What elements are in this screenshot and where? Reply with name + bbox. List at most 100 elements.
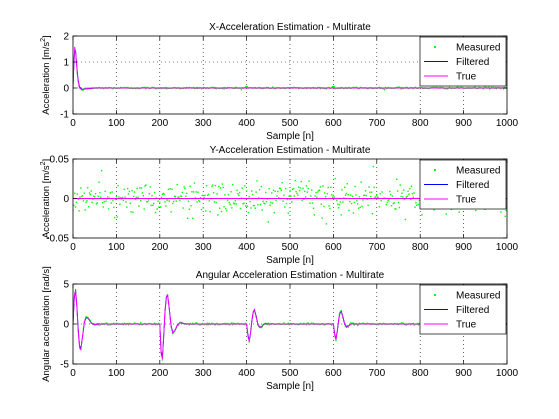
measured-point [306, 191, 309, 193]
measured-point [307, 322, 309, 324]
measured-point [74, 46, 76, 49]
measured-point [358, 196, 361, 198]
chart-title: Y-Acceleration Estimation - Multirate [210, 145, 371, 156]
measured-point [401, 321, 403, 324]
measured-point [356, 199, 358, 202]
x-tick-label: 200 [151, 368, 168, 379]
measured-point [104, 322, 106, 325]
measured-point [292, 187, 295, 190]
measured-point [324, 195, 327, 198]
measured-point [382, 87, 384, 90]
measured-point [332, 86, 335, 88]
measured-point [255, 191, 257, 193]
measured-point [191, 191, 193, 193]
measured-point [106, 322, 108, 324]
measured-point [157, 200, 159, 202]
measured-point [253, 204, 256, 207]
measured-point [303, 322, 305, 325]
measured-point [258, 197, 260, 199]
measured-point [350, 322, 352, 324]
measured-point [405, 196, 408, 198]
measured-point [291, 323, 293, 326]
measured-point [174, 196, 177, 198]
measured-point [192, 322, 194, 324]
measured-point [421, 214, 423, 216]
measured-point [199, 323, 202, 326]
measured-point [141, 324, 144, 326]
measured-point [291, 201, 293, 203]
measured-point [305, 324, 308, 326]
measured-point [259, 203, 262, 206]
measured-point [115, 322, 118, 325]
measured-point [145, 184, 147, 186]
measured-point [334, 87, 336, 90]
measured-point [283, 322, 285, 324]
measured-point [401, 192, 403, 194]
measured-point [228, 324, 230, 326]
legend: Measured Filtered True [419, 159, 507, 210]
x-tick-label: 500 [282, 118, 299, 129]
x-axis-label: Sample [n] [266, 255, 314, 266]
measured-point [232, 183, 234, 186]
measured-point [442, 86, 444, 89]
measured-point [260, 326, 263, 329]
measured-point [252, 204, 255, 207]
measured-point [296, 192, 298, 195]
measured-point [409, 198, 412, 200]
measured-point [164, 201, 166, 203]
measured-point [127, 324, 130, 326]
measured-point [483, 86, 486, 89]
measured-point [428, 87, 430, 90]
measured-point [165, 86, 167, 89]
measured-point [124, 322, 126, 325]
measured-point [74, 192, 76, 195]
measured-point [339, 201, 342, 203]
measured-point [358, 87, 361, 90]
true-line [73, 47, 507, 91]
measured-point [172, 200, 175, 203]
measured-point [297, 323, 299, 326]
measured-point [233, 203, 236, 205]
measured-point [414, 206, 416, 208]
measured-point [141, 192, 144, 194]
measured-point [113, 216, 116, 219]
measured-point [78, 210, 80, 212]
measured-point [317, 191, 319, 193]
measured-point [488, 86, 490, 89]
measured-point [128, 190, 131, 193]
measured-point [303, 198, 305, 201]
measured-point [105, 200, 107, 202]
measured-point [386, 201, 388, 204]
measured-point [104, 190, 106, 193]
measured-point [186, 86, 188, 89]
measured-point [385, 203, 388, 206]
measured-point [299, 187, 302, 189]
measured-point [217, 214, 219, 216]
measured-point [379, 87, 381, 90]
measured-point [100, 169, 103, 172]
measured-point [288, 195, 290, 198]
y-tick-label: 0 [63, 194, 69, 205]
measured-point [285, 202, 288, 205]
measured-point [98, 86, 100, 89]
measured-point [366, 198, 368, 200]
measured-point [188, 86, 191, 89]
measured-point [155, 87, 158, 90]
y-axis-label-close: ] [41, 35, 52, 38]
measured-point [89, 193, 92, 196]
measured-point [111, 191, 113, 193]
measured-point [355, 194, 357, 196]
measured-point [404, 218, 407, 221]
measured-point [362, 199, 364, 201]
x-tick-label: 100 [108, 118, 125, 129]
measured-point [177, 324, 179, 327]
measured-point [275, 199, 277, 202]
measured-point [122, 324, 125, 326]
measured-point [84, 209, 86, 211]
measured-point [139, 87, 141, 90]
x-tick-label: 800 [412, 118, 429, 129]
measured-point [503, 86, 506, 89]
measured-point [347, 326, 349, 328]
measured-point [352, 212, 355, 214]
